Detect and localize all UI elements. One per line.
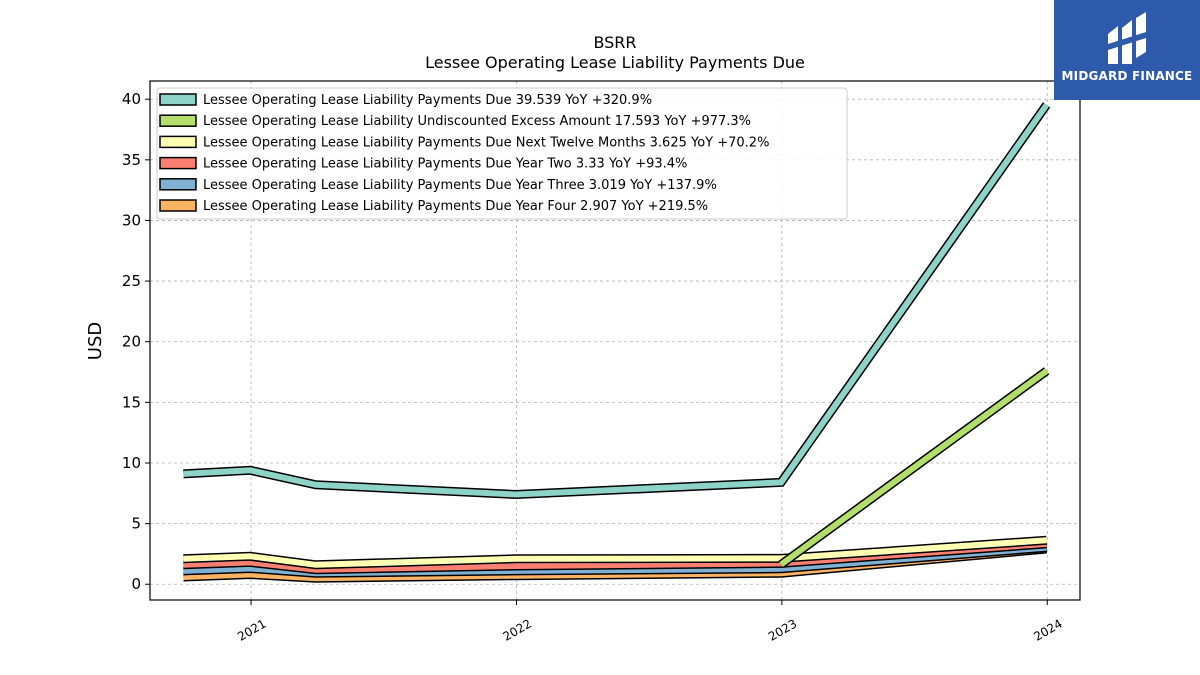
legend-entry: Lessee Operating Lease Liability Payment… [203,157,687,172]
plot-frame [149,80,1081,601]
brand-logo: MIDGARD FINANCE [1054,0,1200,100]
brand-name: MIDGARD FINANCE [1061,69,1193,83]
legend-entry: Lessee Operating Lease Liability Payment… [203,135,769,150]
chart-title: BSRR [593,33,636,52]
legend-swatch [159,178,197,191]
legend-swatch [159,93,197,106]
series-line [183,537,1047,568]
y-tick-label: 10 [122,454,141,472]
y-tick-label: 25 [122,272,141,290]
x-tick-label: 2021 [235,616,268,643]
y-axis: 0 5 10 15 20 25 30 35 40 [122,90,150,593]
y-tick-label: 40 [122,90,141,108]
y-tick-label: 0 [131,575,141,593]
y-tick-label: 30 [122,211,141,229]
legend-entry: Lessee Operating Lease Liability Payment… [203,178,717,193]
series-line [183,103,1050,498]
chart-subtitle: Lessee Operating Lease Liability Payment… [425,53,805,72]
series-line [183,540,1047,573]
series-line [779,368,1049,567]
legend-swatch [159,114,197,127]
legend-swatch [159,156,197,170]
y-tick-label: 5 [131,515,141,533]
legend-entry: Lessee Operating Lease Liability Undisco… [203,114,751,129]
x-tick-label: 2024 [1031,616,1064,643]
x-axis: 2021 2022 2023 2024 [235,600,1065,644]
legend-box [156,87,848,220]
legend: Lessee Operating Lease Liability Payment… [156,87,848,220]
x-tick-label: 2023 [766,616,799,643]
y-tick-label: 15 [122,393,141,411]
brand-mark-icon [1108,12,1146,64]
series-lines [183,102,1051,583]
y-tick-label: 20 [122,333,141,351]
legend-entry: Lessee Operating Lease Liability Payment… [203,93,652,108]
x-tick-label: 2022 [501,616,534,643]
legend-swatch [159,199,197,212]
y-tick-label: 35 [122,151,141,169]
legend-entry: Lessee Operating Lease Liability Payment… [203,199,708,214]
legend-swatch [159,135,197,149]
y-axis-label: USD [85,322,106,360]
